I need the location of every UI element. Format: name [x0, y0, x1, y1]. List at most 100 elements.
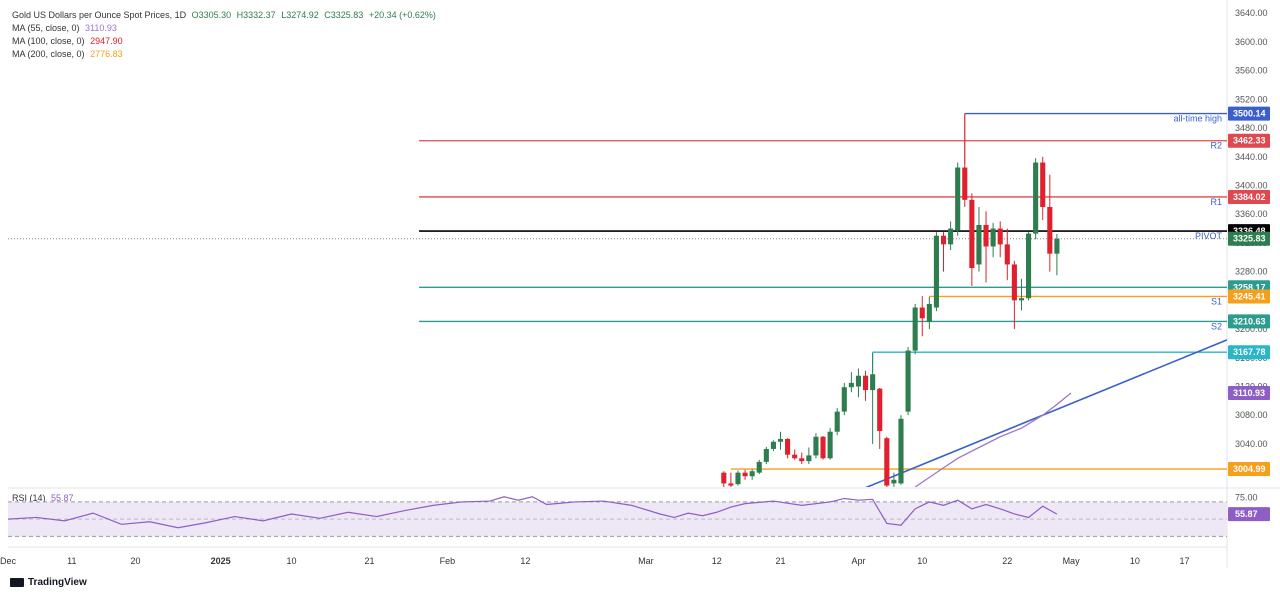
- close-value: C3325.83: [324, 10, 364, 20]
- candle-body: [806, 455, 812, 462]
- candle-body: [1026, 233, 1032, 299]
- rsi-line: [8, 496, 1058, 529]
- price-tag-s2-bg: [1228, 314, 1270, 329]
- candle-body: [948, 228, 954, 245]
- candle-body: [976, 224, 982, 265]
- price-tag-s1b-bg: [1228, 289, 1270, 304]
- ma55-price-tag: 3110.93: [1233, 388, 1265, 398]
- x-tick-label: Feb: [440, 556, 456, 566]
- price-tag-s1b: 3245.41: [1233, 291, 1266, 301]
- price-tag-pivot: 3336.48: [1233, 226, 1266, 236]
- level-tag-s1b: S1: [1211, 296, 1222, 306]
- x-tick-label: 10: [917, 556, 927, 566]
- candle-body: [1004, 244, 1010, 265]
- price-tag-swing-bg: [1228, 345, 1270, 360]
- brand-label: TradingView: [28, 577, 87, 588]
- candle-body: [728, 483, 734, 486]
- ma200-value: 2776.83: [90, 49, 123, 59]
- price-tag-r1-bg: [1228, 189, 1270, 204]
- level-tag-s2: S2: [1211, 321, 1222, 331]
- price-tag-r1: 3384.02: [1233, 192, 1266, 202]
- x-tick-label: Apr: [851, 556, 865, 566]
- price-tag-low-bg: [1228, 462, 1270, 477]
- x-tick-label: 21: [775, 556, 785, 566]
- candle-body: [742, 472, 748, 477]
- x-tick-label: 10: [1130, 556, 1140, 566]
- level-tag-r2: R2: [1210, 141, 1222, 151]
- level-tag-pivot: PIVOT: [1195, 231, 1223, 241]
- x-tick-label: 11: [67, 556, 76, 566]
- candle-body: [841, 387, 847, 412]
- candle-body: [735, 472, 741, 485]
- x-tick-label: 20: [131, 556, 141, 566]
- candle-body: [990, 228, 996, 247]
- price-tag-all-time high-bg: [1228, 106, 1270, 121]
- candle-body: [1033, 162, 1039, 234]
- y-tick-label: 3080.00: [1235, 410, 1268, 420]
- candle-body: [933, 235, 939, 308]
- y-tick-label: 3040.00: [1235, 439, 1268, 449]
- y-tick-label: 3520.00: [1235, 94, 1268, 104]
- x-tick-label: 12: [520, 556, 530, 566]
- candle-body: [926, 303, 932, 322]
- candle-body: [997, 228, 1003, 245]
- level-tag-all-time high: all-time high: [1173, 114, 1222, 124]
- ma55-price-tag-bg: [1228, 386, 1270, 401]
- x-tick-label: 22: [1002, 556, 1012, 566]
- x-tick-label: 10: [286, 556, 296, 566]
- y-tick-label: 3440.00: [1235, 152, 1268, 162]
- candle-body: [905, 350, 911, 412]
- candle-body: [785, 438, 791, 455]
- price-tag-low: 3004.99: [1233, 464, 1266, 474]
- candle-body: [1054, 238, 1060, 254]
- rsi-value: 55.87: [51, 493, 74, 503]
- candle-body: [912, 307, 918, 351]
- price-tag-s2: 3210.63: [1233, 316, 1266, 326]
- y-tick-label: 3400.00: [1235, 180, 1268, 190]
- price-tag-s1: 3258.17: [1233, 282, 1266, 292]
- candle-body: [1047, 207, 1053, 254]
- y-tick-label: 3640.00: [1235, 8, 1268, 18]
- chart-legend-title: Gold US Dollars per Ounce Spot Prices, 1…: [12, 10, 439, 20]
- low-value: L3274.92: [281, 10, 319, 20]
- candle-body: [1011, 264, 1017, 301]
- candle-body: [749, 471, 755, 477]
- rsi-label: RSI (14): [12, 493, 46, 503]
- candle-body: [983, 224, 989, 247]
- ma200-label: MA (200, close, 0): [12, 49, 85, 59]
- candle-body: [799, 458, 805, 462]
- candle-body: [848, 382, 854, 388]
- ma100-value: 2947.90: [90, 36, 123, 46]
- candle-body: [969, 199, 975, 269]
- candle-body: [877, 388, 883, 432]
- x-tick-label: 17: [1179, 556, 1189, 566]
- y-tick-label: 3560.00: [1235, 66, 1268, 76]
- y-tick-label: 3600.00: [1235, 37, 1268, 47]
- ma55-label: MA (55, close, 0): [12, 23, 80, 33]
- high-value: H3332.37: [236, 10, 276, 20]
- candle-body: [962, 167, 968, 200]
- candle-body: [1018, 298, 1025, 301]
- candle-body: [792, 454, 798, 459]
- rsi-value-tag: 55.87: [1235, 509, 1258, 519]
- candles: [721, 113, 1060, 487]
- price-tag-r2: 3462.33: [1233, 136, 1266, 146]
- candle-body: [863, 375, 869, 391]
- price-tag-swing: 3167.78: [1233, 347, 1266, 357]
- rsi-legend: RSI (14) 55.87: [12, 493, 77, 503]
- rsi-value-tag-bg: [1228, 507, 1270, 522]
- y-tick-label: 3480.00: [1235, 123, 1268, 133]
- ma55-legend: MA (55, close, 0) 3110.93: [12, 23, 120, 33]
- candle-body: [827, 431, 833, 459]
- x-tick-label: 21: [364, 556, 374, 566]
- y-tick-label: 3200.00: [1235, 324, 1268, 334]
- candle-body: [721, 472, 727, 484]
- ma55-line: [914, 392, 1072, 487]
- candle-body: [919, 307, 925, 319]
- ma200-legend: MA (200, close, 0) 2776.83: [12, 49, 126, 59]
- candle-body: [940, 235, 947, 245]
- candle-body: [898, 418, 904, 484]
- ma100-label: MA (100, close, 0): [12, 36, 85, 46]
- open-value: O3305.30: [191, 10, 232, 20]
